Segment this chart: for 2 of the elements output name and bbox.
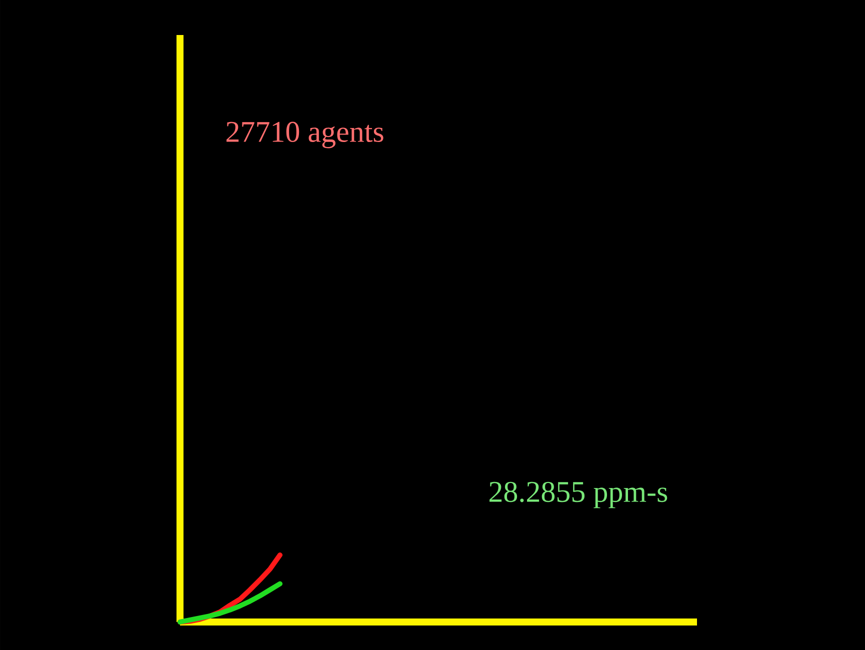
- text: 27710 agents: [226, 122, 384, 148]
- text: 28.2855 ppm-s: [490, 482, 668, 508]
